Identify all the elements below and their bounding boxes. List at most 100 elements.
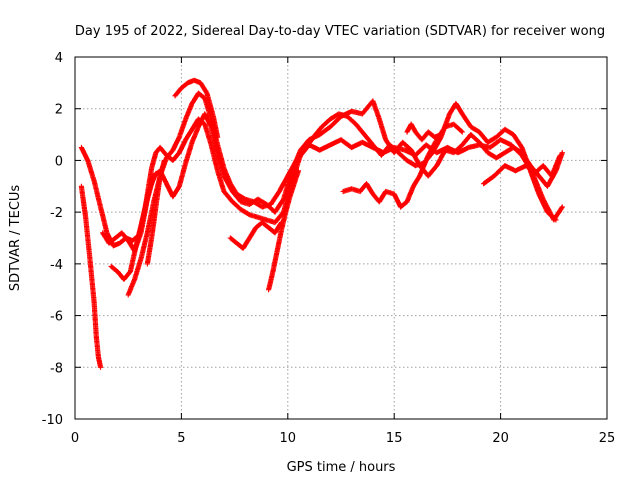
plus-marker-run [140,187,152,220]
plus-marker-run [272,197,286,215]
y-tick-label: 2 [55,103,63,118]
plus-marker-run [468,132,481,145]
plus-marker-run [536,191,550,214]
plus-marker-run [91,178,103,209]
grid-lines [75,57,607,419]
plus-marker-run [208,142,220,173]
plus-marker-run [310,125,324,140]
series-track-4 [125,90,559,298]
x-tick-label: 0 [71,431,79,446]
plus-marker-run [202,95,214,121]
plus-marker-run [100,230,111,245]
plus-marker-run [408,121,418,134]
plus-marker-run [189,117,201,132]
plus-marker [438,131,444,138]
plus-marker-run [163,148,175,161]
plus-marker-run [536,173,550,188]
plus-marker-run [498,137,513,147]
series-track-9 [266,168,302,293]
plus-marker-run [227,181,239,196]
plus-marker [295,168,302,174]
plus-marker-run [361,132,375,147]
series-track-7 [172,77,221,140]
plus-marker-run [455,145,471,156]
plus-marker-run [485,135,498,145]
plus-marker-run [287,182,297,200]
plus-marker-run [417,153,431,179]
plus-marker-run [319,117,332,130]
series-track-1 [78,183,104,370]
plus-marker-run [549,153,563,179]
plus-marker-run [434,148,448,169]
plus-marker-run [198,80,209,95]
series-track-8 [227,219,285,251]
plus-marker-run [240,236,252,251]
plus-marker-run [487,137,503,151]
series-track-12 [481,152,563,187]
plus-marker-run [338,137,354,150]
plus-marker-run [97,204,110,235]
plus-marker-run [176,138,188,156]
plus-marker-run [221,165,233,186]
chart-title: Day 195 of 2022, Sidereal Day-to-day VTE… [75,24,605,39]
plus-marker-run [221,188,235,204]
series-track-10 [340,121,465,210]
plus-marker-run [408,147,422,168]
plus-marker-run [285,158,299,179]
plus-marker-run [376,116,388,142]
plus-marker-run [91,300,99,338]
plus-marker-run [425,163,439,179]
plus-marker-run [144,200,157,236]
plus-marker-run [363,181,375,196]
plus-marker-run [246,226,258,241]
plus-marker-run [93,333,101,359]
axis-ticks: 0 5 10 15 20 25 -10 -8 -6 -4 -2 0 2 4 [42,51,616,446]
plus-marker-run [229,199,243,212]
plot-frame [74,56,608,420]
y-tick-label: 0 [55,154,63,169]
plus-marker-run [344,113,358,126]
plus-marker [559,204,565,210]
plus-marker-run [183,127,194,143]
plus-marker-run [202,121,214,147]
plus-marker [153,170,159,176]
y-tick-label: -6 [50,310,63,325]
plus-marker-run [125,278,137,298]
plus-marker-run [276,174,290,195]
plus-marker-run [178,81,190,91]
x-axis-label: GPS time / hours [287,460,396,475]
y-tick-label: -10 [42,413,63,428]
plus-marker-run [170,151,182,163]
series-track-11 [404,121,444,143]
series-track-6 [144,157,167,267]
plus-marker-run [278,210,288,233]
plus-marker-run [293,148,307,163]
plus-marker-run [425,138,439,158]
plus-marker-run [451,121,464,134]
plus-marker-run [327,137,343,148]
plus-marker-run [121,270,133,282]
plus-marker-run [378,143,392,158]
plus-marker-run [170,184,182,200]
plus-marker-run [183,102,195,122]
plus-marker-run [134,215,146,246]
plus-marker-run [387,142,401,155]
plus-marker-run [493,150,507,161]
plus-marker-run [227,235,239,245]
plus-marker-run [451,143,464,156]
y-tick-label: -4 [50,258,63,273]
plus-marker-run [512,163,528,174]
plus-marker-run [502,126,515,137]
plus-marker-run [459,111,473,129]
plus-marker-run [327,114,343,130]
plus-marker-run [95,354,103,369]
plus-marker-run [106,236,118,246]
plus-marker-run [317,142,332,153]
plus-marker-run [204,90,216,118]
plus-marker-run [283,195,293,215]
plus-marker-run [170,135,182,153]
plus-marker-run [510,144,524,155]
plus-marker [214,134,221,140]
data-marks [78,77,565,370]
plus-marker-run [153,174,163,210]
